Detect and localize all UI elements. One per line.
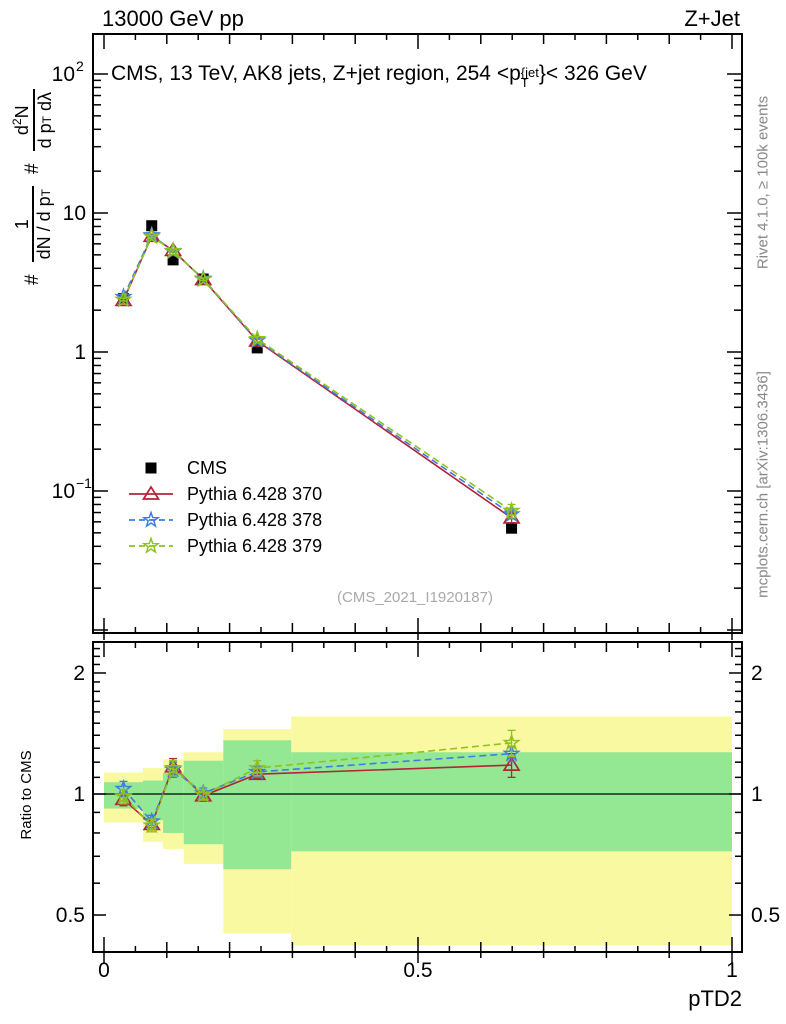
svg-text:2: 2 xyxy=(751,662,763,685)
pythia-378-star-marker-icon xyxy=(129,510,173,528)
legend-item-pythia-370: Pythia 6.428 370 xyxy=(127,481,322,507)
ylabel-fraction-2: d2N d pT dλ xyxy=(10,89,55,152)
ylabel-fraction-1: 1 dN / d pT xyxy=(11,186,55,263)
svg-text:2: 2 xyxy=(76,58,84,74)
ylabel-frac2-num-post: N xyxy=(12,105,33,119)
legend-label-pythia-370: Pythia 6.428 370 xyxy=(187,483,323,504)
legend-label-pythia-379: Pythia 6.428 379 xyxy=(187,535,323,556)
svg-text:2: 2 xyxy=(73,662,85,685)
ylabel-hash-2: # xyxy=(22,163,43,174)
legend-label-cms: CMS xyxy=(187,457,227,478)
legend: CMS Pythia 6.428 370 Pythia 6.428 378 Py… xyxy=(127,455,322,559)
header-beam-energy: 13000 GeV pp xyxy=(102,6,244,31)
svg-text:1: 1 xyxy=(726,959,738,982)
plot-title-pre: CMS, 13 TeV, AK8 jets, Z+jet region, 254… xyxy=(111,62,521,85)
ylabel-frac2-den-main: d p xyxy=(34,123,55,149)
legend-label-pythia-378: Pythia 6.428 378 xyxy=(187,509,323,530)
svg-text:0.5: 0.5 xyxy=(403,959,432,982)
plot-title-post: }< 326 GeV xyxy=(538,62,647,85)
svg-text:1: 1 xyxy=(751,783,763,806)
ylabel-frac1-numerator: 1 xyxy=(11,219,32,230)
pythia-379-star-marker-icon xyxy=(129,536,173,554)
ylabel-frac1-denominator: dN / d pT xyxy=(32,186,55,263)
ylabel-hash-1: # xyxy=(22,274,43,285)
svg-text:10: 10 xyxy=(52,63,75,86)
legend-item-pythia-379: Pythia 6.428 379 xyxy=(127,533,322,559)
mcplots-reference-label: mcplots.cern.ch [arXiv:1306.3436] xyxy=(754,371,772,598)
ylabel-frac1-den-sub: T xyxy=(39,189,53,197)
ylabel-frac2-den-post: dλ xyxy=(34,92,55,117)
header-process: Z+Jet xyxy=(684,6,740,31)
svg-text:1: 1 xyxy=(74,341,86,364)
cms-square-marker-icon xyxy=(145,462,157,474)
rivet-version-label: Rivet 4.1.0, ≥ 100k events xyxy=(754,95,772,270)
analysis-watermark: (CMS_2021_I1920187) xyxy=(337,589,493,606)
svg-text:0: 0 xyxy=(98,959,110,982)
ylabel-frac2-num-pre: d xyxy=(12,125,33,136)
plot-title-pt-stack: {jet T xyxy=(520,65,539,90)
x-axis-title: pTD2 xyxy=(688,986,742,1011)
plot-title-superscript: {jet xyxy=(520,65,539,80)
legend-item-pythia-378: Pythia 6.428 378 xyxy=(127,507,322,533)
svg-text:0.5: 0.5 xyxy=(751,904,780,927)
main-y-axis-label: # 1 dN / d pT # d2N d pT dλ xyxy=(10,17,56,357)
svg-text:−1: −1 xyxy=(76,475,92,491)
svg-text:1: 1 xyxy=(73,783,85,806)
pythia-370-triangle-marker-icon xyxy=(129,485,173,500)
svg-text:10: 10 xyxy=(63,202,86,225)
ylabel-frac2-den-sub: T xyxy=(39,116,54,124)
ratio-y-axis-label: Ratio to CMS xyxy=(18,750,35,840)
svg-text:0.5: 0.5 xyxy=(56,904,85,927)
plot-title: CMS, 13 TeV, AK8 jets, Z+jet region, 254… xyxy=(111,62,647,90)
legend-item-cms: CMS xyxy=(127,455,322,481)
ylabel-frac1-den-main: dN / d p xyxy=(34,196,54,260)
ylabel-frac2-num-exp: 2 xyxy=(10,118,25,126)
ylabel-frac2-numerator: d2N xyxy=(10,105,33,136)
ylabel-frac2-denominator: d pT dλ xyxy=(32,89,55,152)
plot-title-subscript: T xyxy=(520,75,529,90)
svg-text:10: 10 xyxy=(52,480,75,503)
